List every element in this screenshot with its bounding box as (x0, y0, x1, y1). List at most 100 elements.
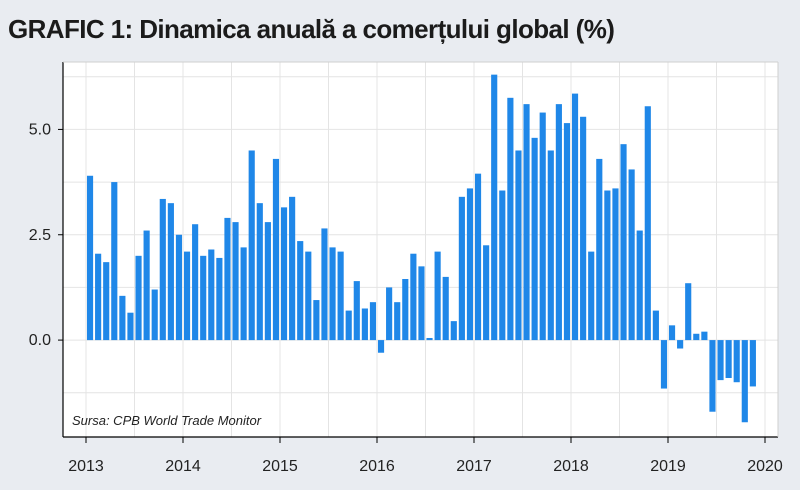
bar (175, 234, 183, 341)
bar (216, 257, 223, 341)
gridlines (63, 62, 778, 437)
bar (596, 158, 603, 341)
bar (426, 337, 433, 341)
bar (232, 222, 239, 341)
bar (345, 310, 352, 341)
y-tick-label: 0.0 (29, 332, 51, 349)
bar (733, 340, 740, 383)
bar (507, 97, 514, 341)
bar (604, 190, 611, 341)
bar (563, 123, 571, 341)
bar (143, 230, 150, 341)
bar (297, 241, 304, 341)
x-tick-label: 2019 (650, 458, 686, 475)
bar (369, 302, 377, 341)
bar (725, 340, 732, 379)
bar (167, 203, 174, 341)
bar (741, 340, 748, 423)
bar (200, 255, 207, 341)
bar (474, 173, 482, 341)
bar (224, 217, 231, 341)
bar (555, 104, 562, 341)
x-tick-label: 2020 (747, 458, 783, 475)
bar (636, 230, 643, 341)
bar (685, 283, 692, 341)
bar (660, 340, 668, 389)
bar (677, 340, 684, 349)
bar (377, 340, 385, 353)
bar (183, 251, 191, 341)
x-tick-label: 2014 (165, 458, 201, 475)
bar (571, 93, 579, 341)
bar (693, 333, 700, 341)
bar (289, 196, 296, 341)
bar (717, 340, 724, 381)
y-axis-ticks: 0.0 2.5 5.0 (29, 121, 63, 349)
x-axis-ticks: 2013 2014 2015 2016 2017 2018 2019 2020 (68, 437, 783, 475)
bar (313, 300, 320, 341)
x-tick-label: 2017 (456, 458, 492, 475)
x-tick-label: 2013 (68, 458, 104, 475)
bar (337, 251, 344, 341)
bar (329, 247, 336, 341)
source-note: Sursa: CPB World Trade Monitor (72, 413, 262, 428)
bar (353, 281, 360, 341)
bar (515, 150, 522, 341)
bar (111, 182, 118, 341)
bar (580, 116, 587, 341)
bar (466, 188, 474, 341)
bar (499, 190, 506, 341)
bar (483, 245, 490, 341)
bar (159, 198, 166, 341)
bar (192, 224, 199, 341)
y-tick-label: 2.5 (29, 227, 51, 244)
bar (240, 247, 247, 341)
x-tick-label: 2018 (553, 458, 589, 475)
bar (135, 255, 142, 341)
bar (418, 266, 425, 341)
bar (620, 144, 627, 341)
bar (450, 321, 457, 341)
bar (264, 222, 271, 341)
plot-area (63, 62, 778, 437)
bar (531, 137, 538, 341)
bar (612, 188, 619, 341)
bar (95, 253, 102, 341)
bar (86, 175, 94, 341)
bar (628, 169, 635, 341)
bar (539, 112, 546, 341)
bars (86, 74, 756, 423)
x-tick-label: 2016 (359, 458, 395, 475)
bar (119, 295, 126, 341)
bar (127, 312, 134, 341)
bar (305, 251, 312, 341)
x-tick-label: 2015 (262, 458, 298, 475)
bar (321, 228, 328, 341)
y-tick-label: 5.0 (29, 121, 51, 138)
bar (458, 196, 465, 341)
bar (402, 278, 409, 341)
bar (103, 262, 110, 341)
bar (151, 289, 158, 341)
bar (272, 158, 280, 341)
bar (491, 74, 498, 341)
bar (208, 249, 215, 341)
chart-title: GRAFIC 1: Dinamica anuală a comerțului g… (8, 14, 615, 44)
bar (523, 104, 530, 341)
bar (386, 287, 393, 341)
bar (701, 331, 708, 341)
bar (434, 251, 441, 341)
bar (248, 150, 255, 341)
bar (410, 253, 417, 341)
bar (442, 276, 449, 341)
bar (709, 340, 716, 412)
bar (652, 310, 659, 341)
bar (280, 207, 288, 341)
bar (588, 251, 595, 341)
bar (668, 325, 676, 341)
bar (644, 106, 651, 341)
bar (547, 150, 554, 341)
axes (62, 61, 779, 438)
